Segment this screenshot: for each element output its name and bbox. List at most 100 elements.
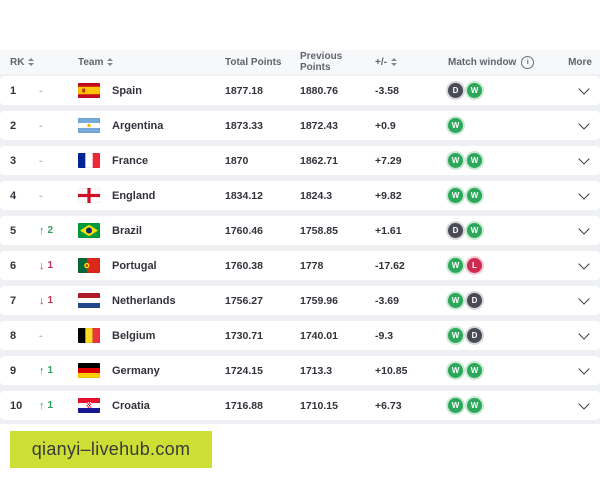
previous-points: 1824.3 [300,189,333,202]
rank-change: ↓ 1 [38,260,78,272]
match-result-badge: W [448,258,463,273]
match-result-badge: W [467,153,482,168]
more-cell [548,293,600,305]
points-diff: +9.82 [375,189,402,202]
chevron-down-icon[interactable] [578,83,590,95]
match-result-badge: W [448,118,463,133]
match-result-badge: W [467,398,482,413]
table-row[interactable]: 7 ↓ 1 Netherlands 1756.27 1759.96 -3.69 … [0,286,600,315]
team-cell: France [78,153,225,168]
column-header-rk[interactable]: RK [0,57,78,68]
rank-change: ↑ 2 [38,225,78,237]
previous-points: 1758.85 [300,224,338,237]
points-diff: +6.73 [375,399,402,412]
previous-points: 1710.15 [300,399,338,412]
rank-value: 4 [10,189,17,202]
total-points: 1870 [225,154,249,167]
more-cell [548,328,600,340]
column-header-more: More [568,56,592,68]
total-points: 1760.38 [225,259,263,272]
column-header-team[interactable]: Team [78,57,225,68]
chevron-down-icon[interactable] [578,293,590,305]
total-points: 1724.15 [225,364,263,377]
rank-change: ↑ 1 [38,365,78,377]
rank-change: - [38,190,78,202]
team-flag-icon [78,223,100,238]
info-icon[interactable]: i [521,55,535,69]
total-points: 1716.88 [225,399,263,412]
points-diff: -9.3 [375,329,394,342]
rank-change-icon: ↑ [39,399,45,412]
match-result-badge: D [448,83,463,98]
rank-change-icon: ↓ [39,294,45,307]
chevron-down-icon[interactable] [578,153,590,165]
rank-change-icon: ↑ [39,224,45,237]
previous-points: 1862.71 [300,154,338,167]
column-label-team: Team [78,56,104,68]
rank-value: 7 [10,294,17,307]
rank-value: 6 [10,259,17,272]
rank-change: ↓ 1 [38,295,78,307]
previous-points: 1778 [300,259,324,272]
chevron-down-icon[interactable] [578,223,590,235]
chevron-down-icon[interactable] [578,258,590,270]
rank-value: 1 [10,84,17,97]
more-cell [548,258,600,270]
chevron-down-icon[interactable] [578,398,590,410]
chevron-down-icon[interactable] [578,328,590,340]
team-flag-icon [78,118,100,133]
rank-value: 5 [10,224,17,237]
chevron-down-icon[interactable] [578,363,590,375]
match-result-badge: W [467,83,482,98]
previous-points: 1872.43 [300,119,338,132]
table-row[interactable]: 2 - Argentina 1873.33 1872.43 +0.9 W [0,111,600,140]
match-result-badge: W [448,188,463,203]
team-name: France [112,154,149,167]
points-diff: +1.61 [375,224,402,237]
rank-change-icon: - [39,189,43,202]
match-result-badge: W [448,398,463,413]
team-name: Belgium [112,329,156,342]
team-flag-icon [78,188,100,203]
points-diff: -17.62 [375,259,405,272]
team-name: Spain [112,84,142,97]
rank-change-value: 1 [47,400,54,411]
chevron-down-icon[interactable] [578,118,590,130]
world-ranking-table: RK Team Total Points Previous Points +/-… [0,50,600,424]
match-result-badge: D [467,328,482,343]
chevron-down-icon[interactable] [578,188,590,200]
more-cell [548,118,600,130]
team-cell: Netherlands [78,293,225,308]
match-result-badge: W [448,363,463,378]
sort-icon [28,58,35,66]
rank-change-value: 1 [47,365,54,376]
match-result-badge: D [448,223,463,238]
team-cell: Belgium [78,328,225,343]
rank-change-icon: - [39,329,43,342]
more-cell [548,398,600,410]
rank-change: - [38,85,78,97]
column-header-plus-minus[interactable]: +/- [375,57,448,68]
more-cell [548,83,600,95]
total-points: 1730.71 [225,329,263,342]
column-header-total-points: Total Points [225,56,282,68]
points-diff: +7.29 [375,154,402,167]
rank-change-icon: - [39,84,43,97]
more-cell [548,153,600,165]
team-flag-icon [78,258,100,273]
team-cell: Spain [78,83,225,98]
